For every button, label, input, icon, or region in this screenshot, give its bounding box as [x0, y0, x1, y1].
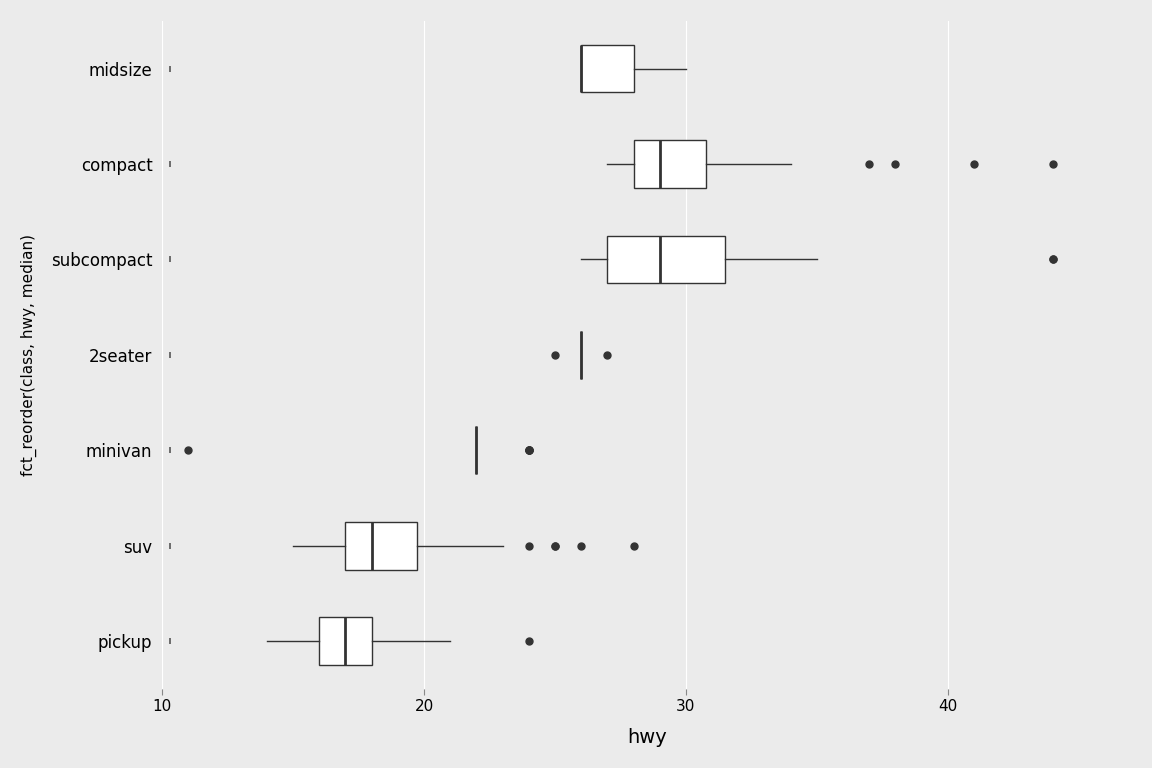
X-axis label: hwy: hwy [627, 728, 667, 747]
PathPatch shape [581, 45, 634, 92]
Y-axis label: fct_reorder(class, hwy, median): fct_reorder(class, hwy, median) [21, 233, 37, 476]
PathPatch shape [346, 521, 417, 570]
PathPatch shape [634, 140, 705, 188]
PathPatch shape [319, 617, 372, 665]
PathPatch shape [607, 236, 726, 283]
